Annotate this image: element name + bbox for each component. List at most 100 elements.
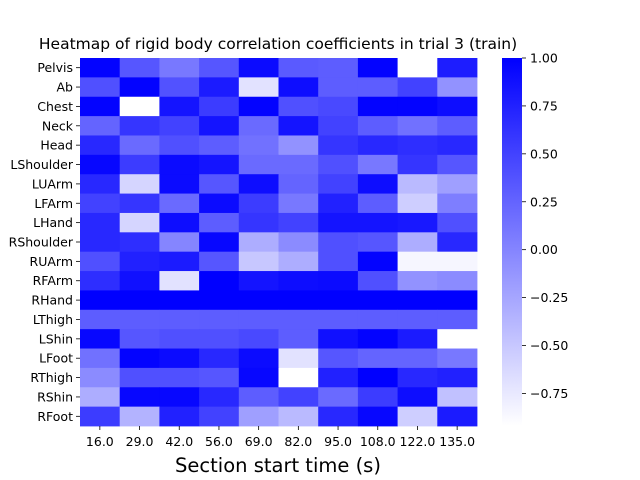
heatmap-cell [199,329,240,349]
heatmap-cell [318,174,359,194]
colorbar-tick-label: 0.75 [530,98,558,113]
heatmap-cell [397,309,438,330]
heatmap-cell [278,116,319,136]
y-tick-label: RFoot [37,409,73,424]
heatmap-cell [80,96,121,117]
heatmap-cell [278,329,319,349]
y-tick-label: LUArm [32,176,73,191]
x-tick-label: 135.0 [439,434,475,449]
heatmap-cell [119,58,160,78]
heatmap-cell [199,348,240,369]
heatmap-cell [199,116,240,136]
heatmap-cell [199,77,240,98]
heatmap-cell [318,406,359,427]
y-tick-label: RHand [31,293,73,308]
heatmap-cell [437,116,478,136]
heatmap-cell [199,367,240,388]
heatmap-cell [278,387,319,408]
x-tick-label: 56.0 [205,434,233,449]
y-tick-label: LShin [39,331,73,346]
heatmap-cell [238,77,279,98]
heatmap-cell [397,387,438,408]
heatmap-cell [159,96,200,117]
colorbar-axis: 1.00 0.75 0.50 0.25 0.00 −0.25 −0.50 −0.75 [522,51,568,401]
heatmap-cell [357,58,398,78]
heatmap-cell [397,212,438,233]
heatmap-cell [278,96,319,117]
y-tick-label: RShoulder [9,235,74,250]
heatmap-cell [119,193,160,214]
heatmap-cell [159,329,200,349]
heatmap-cell [159,271,200,291]
heatmap-cell [278,367,319,388]
heatmap-cell [278,271,319,291]
heatmap-cell [119,329,160,349]
heatmap-cell [80,348,121,369]
heatmap-cell [318,135,359,156]
heatmap-cell [80,174,121,194]
heatmap-cell [159,154,200,175]
heatmap-cell [397,367,438,388]
heatmap-cell [159,406,200,427]
heatmap-cell [119,251,160,272]
heatmap-cell [159,232,200,253]
heatmap-cell [80,271,121,291]
y-tick-label: LShoulder [10,157,73,172]
y-tick-label: LHand [33,215,73,230]
heatmap-cell [238,309,279,330]
heatmap-cell [159,251,200,272]
heatmap-cells [80,58,478,427]
heatmap-cell [357,77,398,98]
heatmap-cell [238,96,279,117]
heatmap-cell [199,309,240,330]
heatmap-cell [80,387,121,408]
heatmap-cell [397,232,438,253]
heatmap-cell [199,135,240,156]
x-tick-label: 29.0 [126,434,154,449]
heatmap-cell [238,251,279,272]
heatmap-cell [199,232,240,253]
colorbar-tick-label: −0.50 [530,338,568,353]
heatmap-cell [397,174,438,194]
heatmap-cell [119,116,160,136]
heatmap-cell [357,406,398,427]
heatmap-cell [397,271,438,291]
heatmap-cell [199,193,240,214]
heatmap-cell [80,251,121,272]
heatmap-cell [318,251,359,272]
heatmap-cell [80,406,121,427]
heatmap-cell [278,251,319,272]
heatmap-cell [238,174,279,194]
heatmap-cell [437,367,478,388]
colorbar-tick-label: 0.50 [530,146,558,161]
heatmap-cell [437,154,478,175]
heatmap-cell [199,251,240,272]
heatmap-cell [278,154,319,175]
heatmap-cell [80,154,121,175]
heatmap-cell [278,212,319,233]
y-tick-label: RUArm [30,254,73,269]
heatmap-cell [238,212,279,233]
heatmap-cell [119,154,160,175]
heatmap-cell [437,290,478,311]
heatmap-cell [278,135,319,156]
chart-title: Heatmap of rigid body correlation coeffi… [39,35,517,53]
heatmap-cell [199,96,240,117]
heatmap-cell [437,58,478,78]
y-tick-label: Chest [37,99,73,114]
heatmap-cell [397,154,438,175]
heatmap-cell [238,406,279,427]
y-tick-label: RFArm [33,273,73,288]
heatmap-cell [437,232,478,253]
heatmap-cell [119,406,160,427]
heatmap-cell [437,329,478,349]
x-axis: 16.0 29.0 42.0 56.0 69.0 82.0 95.0 108.0 122.0 13… [86,426,475,449]
heatmap-cell [397,58,438,78]
heatmap-cell [397,116,438,136]
heatmap-cell [357,348,398,369]
heatmap-cell [119,271,160,291]
heatmap-cell [437,309,478,330]
heatmap-cell [80,309,121,330]
y-tick-label: LThigh [33,312,73,327]
heatmap-cell [278,232,319,253]
